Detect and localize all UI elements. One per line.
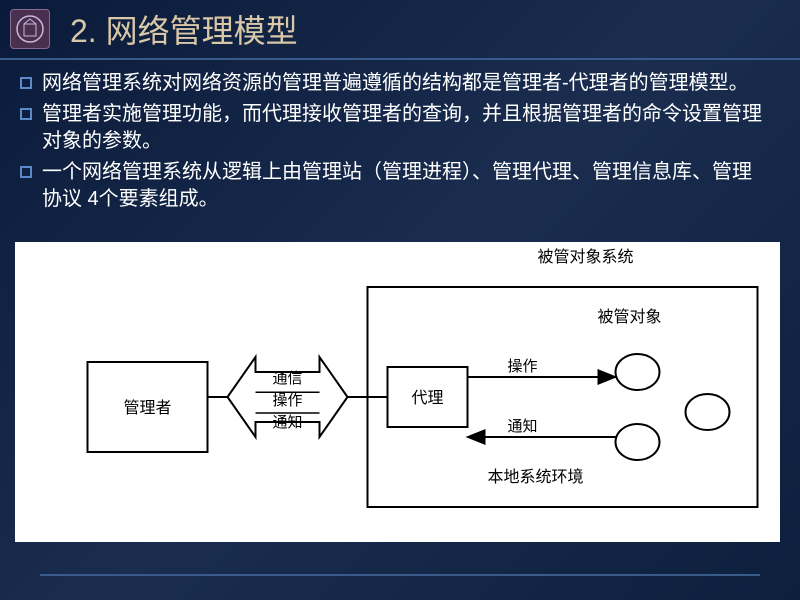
svg-text:通信: 通信 bbox=[272, 370, 302, 387]
bullet-text: 管理者实施管理功能，而代理接收管理者的查询，并且根据管理者的命令设置管理对象的参… bbox=[42, 101, 770, 155]
bullet-item: 一个网络管理系统从逻辑上由管理站（管理进程）、管理代理、管理信息库、管理协议 4… bbox=[20, 159, 770, 213]
bullet-text: 网络管理系统对网络资源的管理普遍遵循的结构都是管理者-代理者的管理模型。 bbox=[42, 70, 770, 97]
university-logo bbox=[10, 9, 50, 49]
network-management-diagram: 管理者被管对象系统代理被管对象本地系统环境通信操作通知操作通知 bbox=[15, 242, 780, 542]
svg-text:操作: 操作 bbox=[507, 358, 537, 375]
svg-text:被管对象系统: 被管对象系统 bbox=[538, 248, 634, 266]
bullet-marker bbox=[20, 77, 32, 89]
svg-text:本地系统环境: 本地系统环境 bbox=[488, 467, 584, 486]
svg-text:代理: 代理 bbox=[411, 389, 443, 407]
bullet-item: 管理者实施管理功能，而代理接收管理者的查询，并且根据管理者的命令设置管理对象的参… bbox=[20, 101, 770, 155]
svg-text:操作: 操作 bbox=[272, 392, 302, 409]
diagram-container: 管理者被管对象系统代理被管对象本地系统环境通信操作通知操作通知 bbox=[15, 242, 780, 542]
svg-text:通知: 通知 bbox=[272, 414, 302, 431]
svg-text:管理者: 管理者 bbox=[123, 399, 171, 417]
slide-header: 2. 网络管理模型 bbox=[0, 0, 800, 60]
slide-footer-line bbox=[40, 574, 760, 576]
slide-content: 网络管理系统对网络资源的管理普遍遵循的结构都是管理者-代理者的管理模型。 管理者… bbox=[0, 60, 800, 227]
bullet-marker bbox=[20, 166, 32, 178]
svg-text:通知: 通知 bbox=[507, 418, 537, 435]
bullet-text: 一个网络管理系统从逻辑上由管理站（管理进程）、管理代理、管理信息库、管理协议 4… bbox=[42, 159, 770, 213]
svg-text:被管对象: 被管对象 bbox=[598, 308, 662, 326]
bullet-item: 网络管理系统对网络资源的管理普遍遵循的结构都是管理者-代理者的管理模型。 bbox=[20, 70, 770, 97]
bullet-marker bbox=[20, 108, 32, 120]
slide-title: 2. 网络管理模型 bbox=[70, 6, 298, 52]
